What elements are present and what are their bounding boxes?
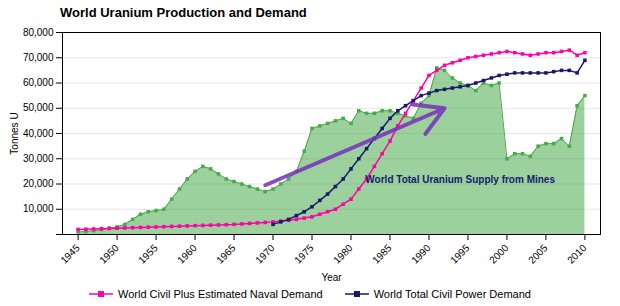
svg-text:60,000: 60,000 [23,77,54,88]
svg-text:40,000: 40,000 [23,128,54,139]
svg-text:10,000: 10,000 [23,203,54,214]
html-text:World Civil Plus Estimated Nav: World Civil Plus Estimated Naval Demand [118,288,323,300]
svg-text:1985: 1985 [370,242,394,266]
svg-text:20,000: 20,000 [23,178,54,189]
svg-text:1950: 1950 [97,242,121,266]
svg-text:1990: 1990 [409,242,433,266]
svg-text:70,000: 70,000 [23,52,54,63]
svg-text:Tonnes U: Tonnes U [9,112,20,154]
svg-text:World Total Uranium Supply fro: World Total Uranium Supply from Mines [365,174,555,185]
svg-text:1965: 1965 [214,242,238,266]
svg-text:1970: 1970 [253,242,277,266]
svg-text:1975: 1975 [292,242,316,266]
svg-text:30,000: 30,000 [23,153,54,164]
svg-text:1960: 1960 [175,242,199,266]
svg-text:2005: 2005 [526,242,550,266]
svg-text:Year: Year [321,272,342,283]
html-text:World Uranium Production and D: World Uranium Production and Demand [60,5,307,20]
svg-text:50,000: 50,000 [23,102,54,113]
html-text:World Total Civil Power Demand: World Total Civil Power Demand [373,288,531,300]
svg-text:2010: 2010 [565,242,589,266]
svg-text:1945: 1945 [58,242,82,266]
svg-text:1955: 1955 [136,242,160,266]
svg-text:80,000: 80,000 [23,27,54,38]
svg-text:1995: 1995 [448,242,472,266]
svg-text:1980: 1980 [331,242,355,266]
svg-text:2000: 2000 [487,242,511,266]
